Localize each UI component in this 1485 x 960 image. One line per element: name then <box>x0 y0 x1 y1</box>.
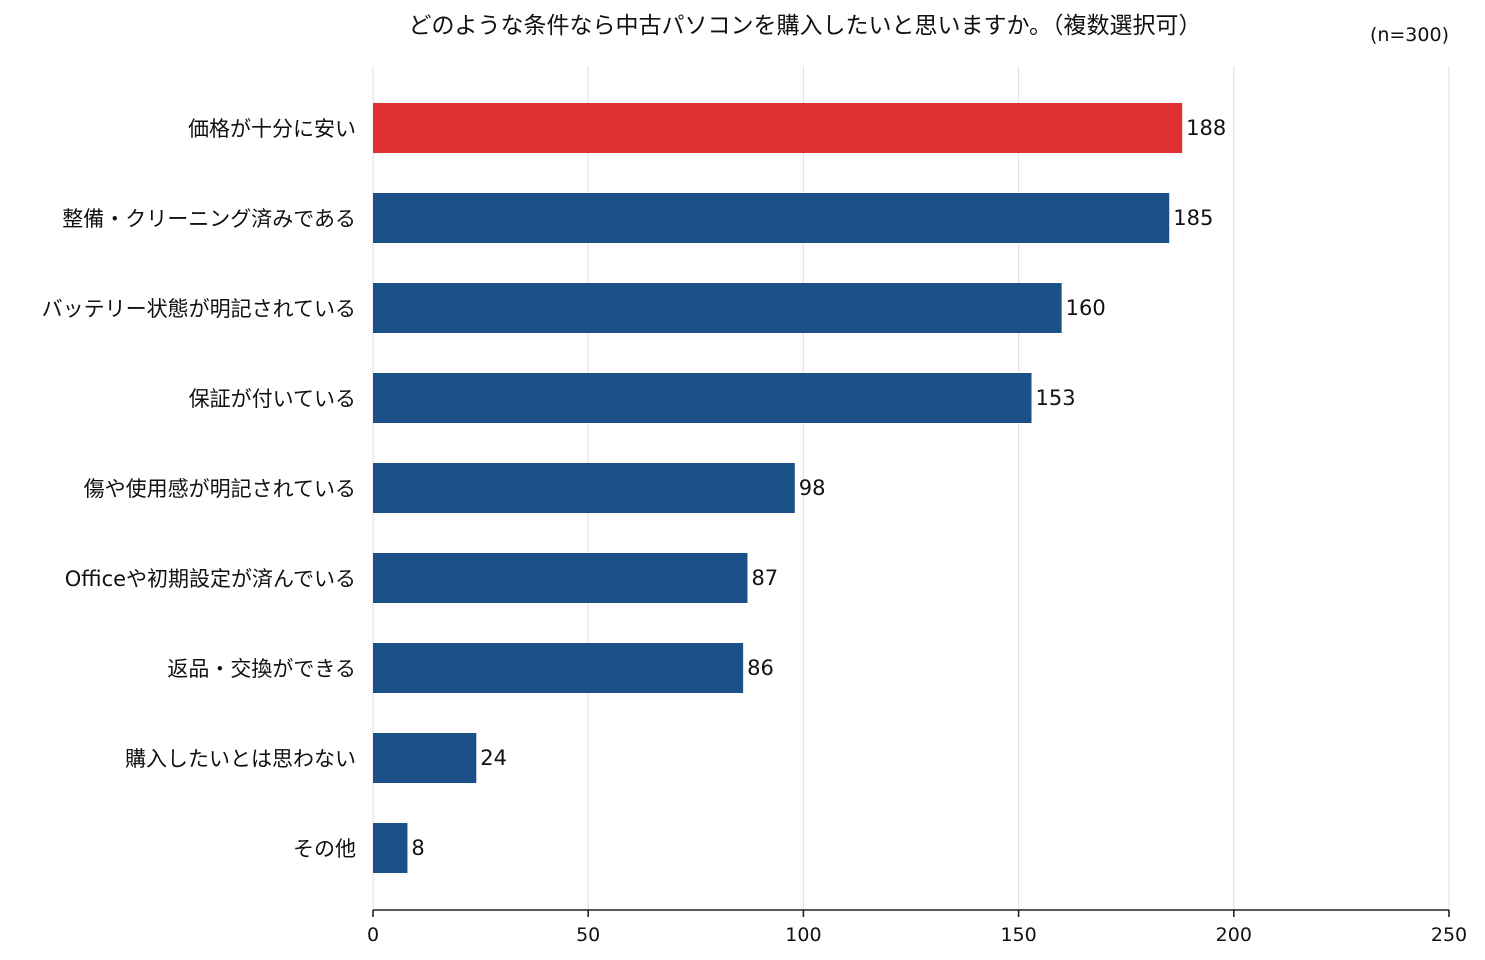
bar-4 <box>373 463 795 513</box>
x-tick-label-0: 0 <box>367 924 379 946</box>
category-label-3: 保証が付いている <box>189 387 356 411</box>
category-label-4: 傷や使用感が明記されている <box>84 477 356 501</box>
bar-0 <box>373 103 1183 153</box>
bar-7 <box>373 733 477 783</box>
bar-3 <box>373 373 1032 423</box>
category-label-2: バッテリー状態が明記されている <box>42 297 356 321</box>
category-label-5: Officeや初期設定が済んでいる <box>65 567 356 591</box>
category-label-6: 返品・交換ができる <box>167 657 356 681</box>
category-label-8: その他 <box>293 837 356 861</box>
category-label-0: 価格が十分に安い <box>188 117 356 141</box>
bar-1 <box>373 193 1170 243</box>
bar-2 <box>373 283 1062 333</box>
category-label-1: 整備・クリーニング済みである <box>62 207 356 231</box>
value-label-0: 188 <box>1186 116 1226 140</box>
value-label-4: 98 <box>799 476 826 500</box>
bar-8 <box>373 823 408 873</box>
value-label-7: 24 <box>480 746 507 770</box>
value-label-3: 153 <box>1036 386 1076 410</box>
value-label-1: 185 <box>1173 206 1213 230</box>
category-label-7: 購入したいとは思わない <box>125 747 356 771</box>
chart-title: どのような条件なら中古パソコンを購入したいと思いますか。（複数選択可） <box>408 13 1202 39</box>
x-tick-label-200: 200 <box>1216 924 1252 946</box>
x-tick-label-250: 250 <box>1431 924 1467 946</box>
bar-6 <box>373 643 744 693</box>
x-tick-label-100: 100 <box>785 924 821 946</box>
value-label-5: 87 <box>751 566 778 590</box>
bar-5 <box>373 553 748 603</box>
x-tick-label-150: 150 <box>1000 924 1036 946</box>
value-label-2: 160 <box>1066 296 1106 320</box>
value-label-8: 8 <box>411 836 424 860</box>
value-label-6: 86 <box>747 656 774 680</box>
x-tick-label-50: 50 <box>576 924 600 946</box>
sample-size-note: (n=300) <box>1369 24 1449 46</box>
